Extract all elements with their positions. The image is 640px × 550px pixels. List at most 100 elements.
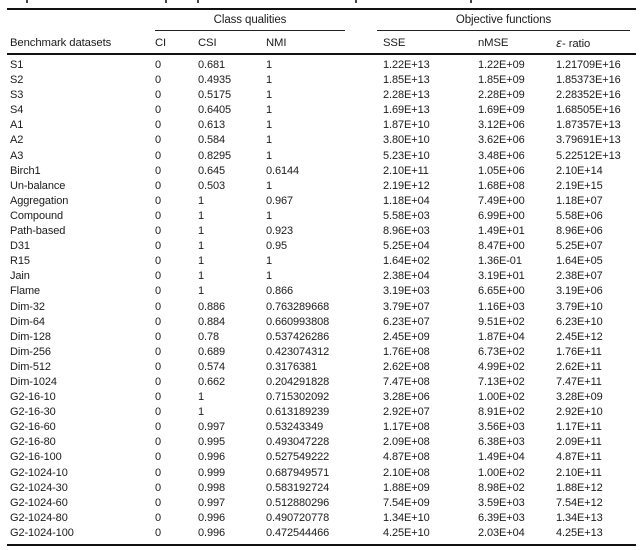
value-cell: 1.88E+09: [383, 481, 430, 494]
group-header-class-qualities: Class qualities: [213, 14, 287, 26]
value-cell: 1: [198, 209, 205, 222]
table-row: Dim-32 0 0.886 0.763289668 3.79E+07 1.16E+03 3…: [10, 300, 632, 315]
value-cell: 0.53243349: [266, 421, 324, 434]
value-cell: 0.645: [198, 164, 226, 177]
value-cell: 0.6405: [198, 104, 232, 117]
value-cell: 2.92E+07: [383, 406, 430, 419]
value-cell: 0: [155, 315, 162, 328]
table-row: G2-1024-80 0 0.996 0.490720778 1.34E+10 6.39E…: [10, 511, 632, 526]
value-cell: 0.574: [198, 360, 226, 373]
value-cell: 2.45E+12: [556, 330, 603, 343]
objective-functions-rule: [377, 30, 630, 32]
value-cell: 5.25E+07: [556, 240, 603, 253]
value-cell: 1.68E+08: [478, 179, 525, 192]
table-row: G2-16-80 0 0.995 0.493047228 2.09E+08 6.38E+0…: [10, 435, 632, 450]
value-cell: 1: [198, 406, 205, 419]
table-row: S2 0 0.4935 1 1.85E+13 1.85E+09 1.85373E+16: [10, 73, 632, 88]
value-cell: 1: [266, 149, 273, 162]
value-cell: 2.28E+13: [383, 89, 430, 102]
value-cell: 0.583192724: [266, 481, 330, 494]
value-cell: 0.967: [266, 194, 294, 207]
value-cell: 1: [198, 194, 205, 207]
value-cell: 5.25E+04: [383, 240, 430, 253]
value-cell: 3.79E+07: [383, 300, 430, 313]
value-cell: 0: [155, 360, 162, 373]
table-row: Birch1 0 0.645 0.6144 2.10E+11 1.05E+06 2.10E+…: [10, 164, 632, 179]
dataset-name-cell: Flame: [10, 285, 41, 298]
table-row: Path-based 0 1 0.923 8.96E+03 1.49E+01 8.96E+0…: [10, 224, 632, 239]
value-cell: 1: [198, 225, 205, 238]
value-cell: 1.49E+04: [478, 451, 525, 464]
dataset-name-cell: G2-16-60: [10, 421, 56, 434]
header-separator-rule: [7, 53, 636, 55]
value-cell: 2.03E+04: [478, 526, 525, 539]
dataset-name-cell: Dim-1024: [10, 375, 57, 388]
dataset-name-cell: G2-1024-60: [10, 496, 68, 509]
value-cell: 0: [155, 209, 162, 222]
value-cell: 1.69E+13: [383, 104, 430, 117]
dataset-name-cell: G2-1024-80: [10, 511, 68, 524]
value-cell: 2.10E+11: [556, 466, 602, 479]
value-cell: 1.22E+13: [383, 59, 430, 71]
dataset-name-cell: D31: [10, 240, 30, 253]
dataset-name-cell: Jain: [10, 270, 30, 283]
caption-descender-mark: [470, 0, 472, 3]
table-row: R15 0 1 1 1.64E+02 1.36E-01 1.64E+05: [10, 254, 632, 269]
value-cell: 0.472544466: [266, 526, 330, 539]
value-cell: 2.38E+04: [383, 270, 430, 283]
value-cell: 1.22E+09: [478, 59, 525, 71]
value-cell: 8.47E+00: [478, 240, 525, 253]
value-cell: 0.923: [266, 225, 294, 238]
value-cell: 0: [155, 164, 162, 177]
value-cell: 0.204291828: [266, 375, 330, 388]
table-row: Jain 0 1 1 2.38E+04 3.19E+01 2.38E+07: [10, 269, 632, 284]
value-cell: 0.997: [198, 421, 226, 434]
table-row: G2-16-10 0 1 0.715302092 3.28E+06 1.00E+02 3.2…: [10, 390, 632, 405]
value-cell: 1: [198, 285, 205, 298]
value-cell: 6.23E+10: [556, 315, 603, 328]
value-cell: 1.00E+02: [478, 466, 525, 479]
value-cell: 0: [155, 496, 162, 509]
dataset-name-cell: S4: [10, 104, 24, 117]
caption-descender-mark: [355, 0, 357, 3]
dataset-name-cell: Dim-32: [10, 300, 45, 313]
value-cell: 3.56E+03: [478, 421, 525, 434]
table-row: Dim-64 0 0.884 0.660993808 6.23E+07 9.51E+02 6…: [10, 315, 632, 330]
value-cell: 1.36E-01: [478, 255, 522, 268]
table-row: S4 0 0.6405 1 1.69E+13 1.69E+09 1.68505E+16: [10, 103, 632, 118]
value-cell: 0.493047228: [266, 436, 330, 449]
value-cell: 1: [266, 255, 273, 268]
dataset-name-cell: Dim-256: [10, 345, 51, 358]
value-cell: 3.19E+06: [556, 285, 603, 298]
value-cell: 4.25E+13: [556, 526, 603, 539]
value-cell: 8.91E+02: [478, 406, 525, 419]
value-cell: 3.59E+03: [478, 496, 525, 509]
table-row: Un-balance 0 0.503 1 2.19E+12 1.68E+08 2.19E+1…: [10, 179, 632, 194]
value-cell: 8.96E+06: [556, 225, 603, 238]
value-cell: 0.95: [266, 240, 288, 253]
value-cell: 9.51E+02: [478, 315, 525, 328]
value-cell: 0.8295: [198, 149, 232, 162]
value-cell: 6.38E+03: [478, 436, 525, 449]
value-cell: 1: [198, 391, 205, 404]
table-row: G2-1024-10 0 0.999 0.687949571 2.10E+08 1.00E…: [10, 466, 632, 481]
value-cell: 0.503: [198, 179, 226, 192]
dataset-name-cell: Birch1: [10, 164, 41, 177]
value-cell: 1.76E+11: [556, 345, 602, 358]
value-cell: 0.660993808: [266, 315, 330, 328]
value-cell: 2.19E+15: [556, 179, 603, 192]
value-cell: 0.886: [198, 300, 226, 313]
value-cell: 1: [266, 59, 273, 71]
value-cell: 5.58E+03: [383, 209, 430, 222]
value-cell: 7.54E+12: [556, 496, 603, 509]
value-cell: 1: [266, 119, 273, 132]
dataset-name-cell: Aggregation: [10, 194, 69, 207]
table-row: G2-1024-100 0 0.996 0.472544466 4.25E+10 2.03…: [10, 526, 632, 541]
value-cell: 2.10E+11: [383, 164, 429, 177]
value-cell: 0.998: [198, 481, 226, 494]
value-cell: 1: [266, 74, 273, 87]
value-cell: 0: [155, 74, 162, 87]
value-cell: 0.423074312: [266, 345, 330, 358]
value-cell: 0.996: [198, 526, 226, 539]
value-cell: 1.64E+02: [383, 255, 430, 268]
